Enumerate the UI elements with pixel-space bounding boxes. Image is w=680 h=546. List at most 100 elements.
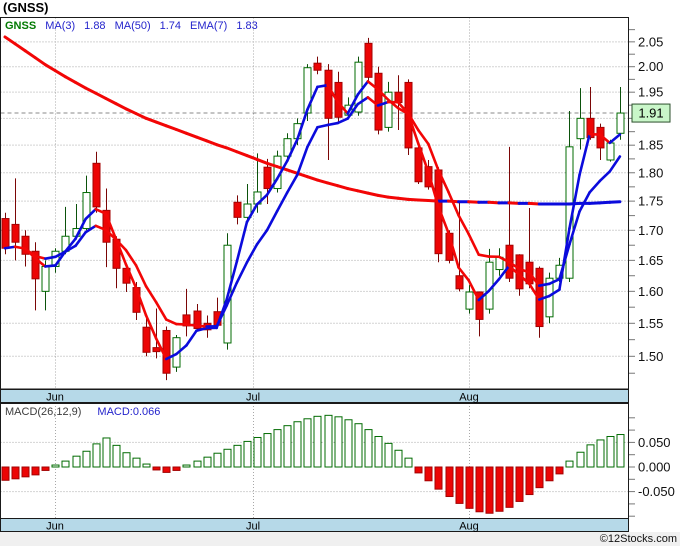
month-label: Jun: [46, 521, 64, 533]
macd-bar-positive: [142, 463, 151, 468]
ema7-value: 1.83: [236, 20, 258, 32]
ma3-value: 1.88: [84, 20, 106, 32]
ma50-line: [195, 135, 209, 143]
ma3-line: [235, 220, 249, 263]
candle-down: [1, 218, 10, 249]
macd-bar-positive: [565, 460, 574, 468]
ma3-line: [154, 337, 168, 361]
ma50-line: [608, 200, 622, 204]
ema7-line: [427, 142, 440, 172]
ema7-line: [33, 254, 47, 260]
ema7-line: [74, 230, 87, 248]
ma3-line: [44, 264, 57, 268]
ma3-line: [275, 159, 289, 181]
ma50-line: [326, 181, 340, 188]
macd-bar-negative: [545, 466, 554, 482]
ma3-line: [568, 173, 581, 230]
ema7-line: [326, 121, 339, 127]
ema7-line: [23, 247, 37, 258]
ema7-line: [376, 100, 390, 107]
price-axis-label: 1.50: [638, 349, 663, 364]
ema7-line: [154, 300, 168, 321]
ma50-line: [23, 49, 37, 60]
macd-bar-negative: [555, 466, 564, 475]
price-axis-label: 1.95: [638, 85, 663, 100]
ma3-line: [245, 203, 259, 224]
ema7-line: [285, 173, 299, 194]
candle-down: [475, 291, 484, 320]
ma50-line: [487, 200, 501, 205]
price-axis-label: 1.85: [638, 138, 663, 153]
ma3-line: [175, 344, 188, 356]
ma50-line: [265, 161, 279, 169]
macd-axis-label: 0.050: [638, 435, 671, 450]
ma50-line: [154, 120, 168, 128]
ema7-line: [406, 112, 420, 132]
ma50-line: [376, 193, 390, 199]
ma50-value: 1.74: [159, 20, 182, 32]
ma50-line: [305, 175, 319, 182]
ema7-line: [416, 128, 430, 146]
ma3-line: [548, 288, 561, 298]
macd-bar-negative: [424, 466, 433, 482]
macd-bar-positive: [576, 451, 585, 468]
month-label: Jun: [46, 392, 64, 404]
ma3-label: MA(3): [45, 20, 76, 32]
candle-up: [616, 112, 625, 134]
ma3-line: [477, 289, 491, 302]
macd-bar-positive: [324, 414, 333, 468]
ma50-line: [346, 187, 360, 193]
ema7-line: [124, 248, 138, 267]
ma50-line: [104, 96, 118, 106]
ma3-line: [507, 264, 521, 276]
ma3-line: [144, 314, 158, 340]
macd-bar-positive: [263, 433, 272, 468]
macd-bar-positive: [233, 444, 242, 468]
ma3-line: [336, 100, 350, 115]
macd-bar-negative: [525, 466, 534, 496]
candle-up: [82, 192, 91, 230]
ma50-label: MA(50): [114, 20, 151, 32]
candle-up: [606, 142, 615, 161]
ma50-line: [184, 131, 199, 139]
candle-down: [586, 117, 595, 139]
macd-bar-positive: [82, 450, 91, 468]
ma50-line: [13, 42, 27, 53]
ema7-line: [144, 285, 158, 304]
candle-up: [576, 117, 585, 140]
macd-bar-negative: [31, 466, 40, 476]
candle-down: [11, 223, 20, 243]
ma3-line: [537, 294, 551, 301]
ema7-line: [225, 281, 239, 307]
ema7-line: [608, 155, 622, 173]
macd-bar-positive: [61, 460, 70, 468]
price-axis-label: 1.70: [638, 223, 663, 238]
macd-bar-positive: [253, 436, 262, 468]
ema7-line: [527, 271, 541, 288]
ma3-line: [114, 237, 128, 266]
ema7-line: [366, 96, 380, 107]
candle-down: [313, 62, 322, 71]
price-axis-label: 1.55: [638, 316, 663, 331]
macd-bar-negative: [465, 466, 474, 509]
ma3-line: [84, 207, 98, 221]
watermark-bar: ©12Stocks.com: [0, 532, 680, 546]
ma50-line: [416, 198, 430, 203]
candle-down: [193, 310, 202, 330]
ma50-line: [94, 91, 108, 100]
ema7-line: [134, 264, 148, 288]
macd-bar-positive: [293, 421, 302, 468]
macd-bar-negative: [455, 466, 464, 504]
ma50-line: [336, 184, 350, 191]
macd-bar-negative: [1, 466, 10, 481]
ma50-line: [63, 75, 78, 84]
ma3-line: [427, 170, 440, 209]
ema7-line: [255, 228, 269, 246]
ma3-line: [296, 108, 309, 141]
macd-bar-positive: [344, 419, 353, 468]
macd-bar-positive: [112, 444, 121, 468]
macd-bar-positive: [122, 452, 131, 468]
macd-bar-positive: [283, 425, 292, 468]
candles: [1, 37, 625, 381]
